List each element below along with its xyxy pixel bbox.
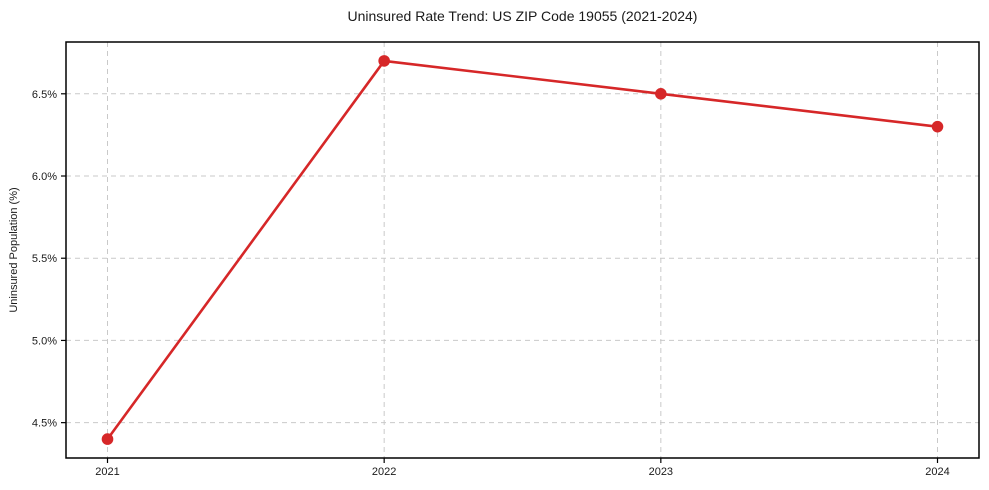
chart-title: Uninsured Rate Trend: US ZIP Code 19055 … [347,8,698,24]
y-axis-label: Uninsured Population (%) [8,187,20,313]
y-tick-label: 4.5% [32,418,57,430]
x-tick-label: 2022 [372,466,396,478]
y-tick-label: 6.0% [32,171,57,183]
x-tick-label: 2021 [95,466,119,478]
x-tick-label: 2023 [649,466,673,478]
trend-line [106,59,939,441]
data-point-marker [655,87,667,100]
data-point-marker [931,120,944,133]
x-tick-label: 2024 [925,466,949,478]
y-tick-label: 6.5% [32,89,57,101]
data-point-marker [101,433,114,445]
plot-border [65,41,980,459]
y-tick-label: 5.5% [32,253,57,265]
data-point-marker [378,55,390,67]
y-tick-label: 5.0% [32,335,57,347]
